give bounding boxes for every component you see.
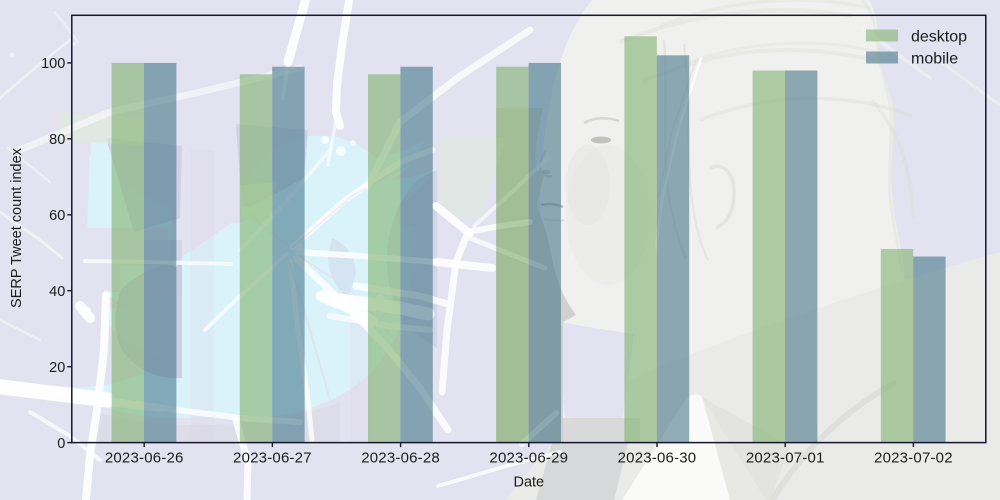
svg-text:60: 60 bbox=[49, 208, 65, 224]
svg-text:20: 20 bbox=[49, 360, 65, 376]
svg-text:2023-07-01: 2023-07-01 bbox=[746, 450, 825, 467]
svg-text:2023-06-29: 2023-06-29 bbox=[489, 450, 568, 467]
svg-text:mobile: mobile bbox=[911, 51, 958, 68]
svg-text:2023-07-02: 2023-07-02 bbox=[874, 450, 953, 467]
svg-text:2023-06-27: 2023-06-27 bbox=[233, 450, 312, 467]
svg-text:SERP Tweet count index: SERP Tweet count index bbox=[9, 147, 25, 308]
svg-text:2023-06-30: 2023-06-30 bbox=[618, 450, 697, 467]
svg-text:80: 80 bbox=[49, 132, 65, 148]
svg-text:40: 40 bbox=[49, 284, 65, 300]
svg-text:Date: Date bbox=[513, 475, 544, 491]
svg-text:2023-06-26: 2023-06-26 bbox=[105, 450, 184, 467]
svg-text:0: 0 bbox=[57, 436, 65, 452]
svg-text:desktop: desktop bbox=[911, 29, 967, 46]
svg-text:2023-06-28: 2023-06-28 bbox=[361, 450, 440, 467]
svg-text:100: 100 bbox=[41, 56, 65, 72]
